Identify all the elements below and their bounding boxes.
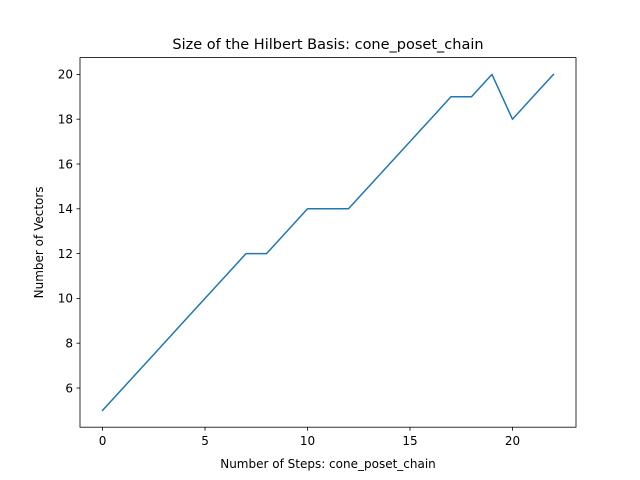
y-tick-label: 12 (58, 247, 73, 261)
x-tick-label: 5 (201, 434, 209, 448)
x-axis-ticks: 0 5 10 15 20 (99, 427, 520, 448)
y-tick-label: 8 (65, 337, 73, 351)
y-axis-label: Number of Vectors (32, 186, 46, 298)
y-tick-label: 18 (58, 113, 73, 127)
x-tick-label: 10 (300, 434, 315, 448)
x-tick-label: 0 (99, 434, 107, 448)
axes-frame (79, 57, 577, 428)
y-tick-label: 16 (58, 157, 73, 171)
y-tick-label: 14 (58, 202, 73, 216)
x-axis-label: Number of Steps: cone_poset_chain (220, 457, 436, 471)
x-tick-label: 15 (402, 434, 417, 448)
y-tick-label: 20 (58, 68, 73, 82)
x-tick-label: 20 (505, 434, 520, 448)
y-axis-ticks: 6 8 10 12 14 16 18 20 (58, 68, 80, 395)
plot-area (101, 73, 555, 412)
y-tick-label: 10 (58, 292, 73, 306)
chart-title: Size of the Hilbert Basis: cone_poset_ch… (172, 37, 483, 53)
series-line-0 (101, 73, 555, 412)
y-tick-label: 6 (65, 381, 73, 395)
